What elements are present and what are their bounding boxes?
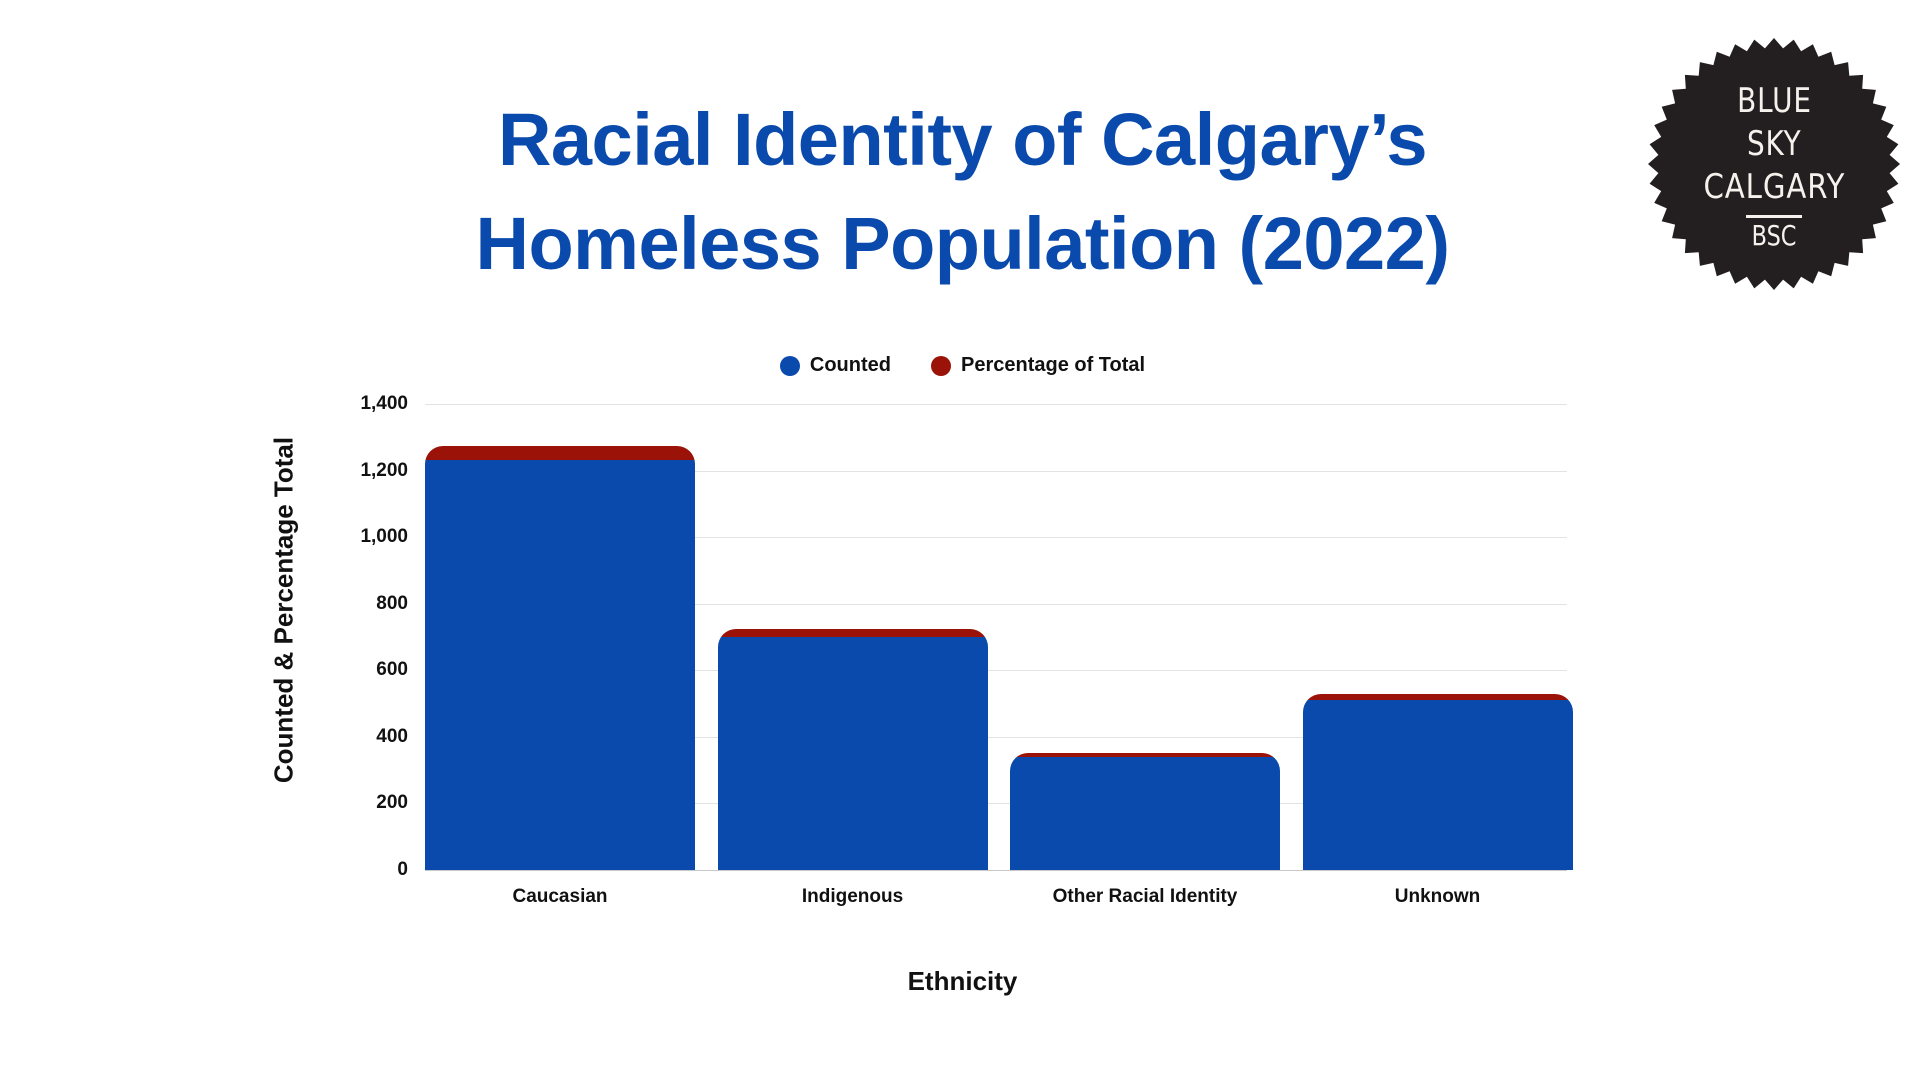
logo-line-sky: SKY [1746,124,1802,164]
y-tick-label: 1,000 [360,526,408,548]
seal-badge-icon [1648,38,1900,290]
bar-segment-counted[interactable] [1302,699,1573,870]
chart-legend: Counted Percentage of Total [0,354,1920,377]
x-tick-label: Unknown [1394,886,1481,907]
bar-segment-percentage[interactable] [717,628,988,637]
bar-segment-percentage[interactable] [1010,753,1280,758]
x-tick-label: Indigenous [801,886,904,907]
bar-segment-counted[interactable] [1010,757,1280,870]
y-tick-label: 600 [376,659,408,681]
bar-segment-percentage[interactable] [1302,693,1573,700]
bar-other-racial-identity[interactable] [1010,753,1280,870]
logo-abbr: BSC [1751,219,1797,252]
logo-line-calgary: CALGARY [1703,167,1845,207]
bar-indigenous[interactable] [717,628,988,870]
bar-segment-counted[interactable] [717,636,988,870]
title-line-2: Homeless Population (2022) [475,202,1450,285]
x-tick-label: Caucasian [512,886,608,907]
gridline [425,471,1567,472]
gridline [425,604,1567,605]
y-tick-label: 400 [376,725,408,747]
y-tick-label: 1,200 [360,459,408,481]
logo-line-blue: BLUE [1736,81,1812,121]
y-tick-label: 800 [376,592,408,614]
bar-caucasian[interactable] [425,445,695,870]
y-tick-label: 200 [376,792,408,814]
legend-item-percentage[interactable]: Percentage of Total [930,354,1146,377]
x-axis-line [425,870,1567,871]
bar-unknown[interactable] [1302,693,1573,870]
bar-segment-counted[interactable] [425,460,695,870]
logo-divider [1746,215,1802,218]
gridline [425,404,1567,405]
y-axis-title: Counted & Percentage Total [268,436,299,784]
legend-label-counted: Counted [809,354,891,376]
gridline [425,670,1567,671]
percentage-dot-icon [930,355,951,376]
chart-title: Racial Identity of Calgary’s Homeless Po… [0,88,1920,296]
legend-item-counted[interactable]: Counted [779,354,891,377]
gridline [425,537,1567,538]
y-tick-label: 0 [397,859,408,880]
gridline [425,737,1567,738]
blue-sky-calgary-logo: BLUE SKY CALGARY BSC [1645,38,1903,290]
legend-label-percentage: Percentage of Total [960,354,1146,376]
bar-segment-percentage[interactable] [425,445,695,461]
x-axis-title: Ethnicity [907,966,1018,996]
x-tick-label: Other Racial Identity [1052,886,1238,907]
title-line-1: Racial Identity of Calgary’s [497,98,1428,181]
gridline [425,803,1567,804]
counted-dot-icon [779,355,800,376]
y-tick-label: 1,400 [360,393,408,414]
